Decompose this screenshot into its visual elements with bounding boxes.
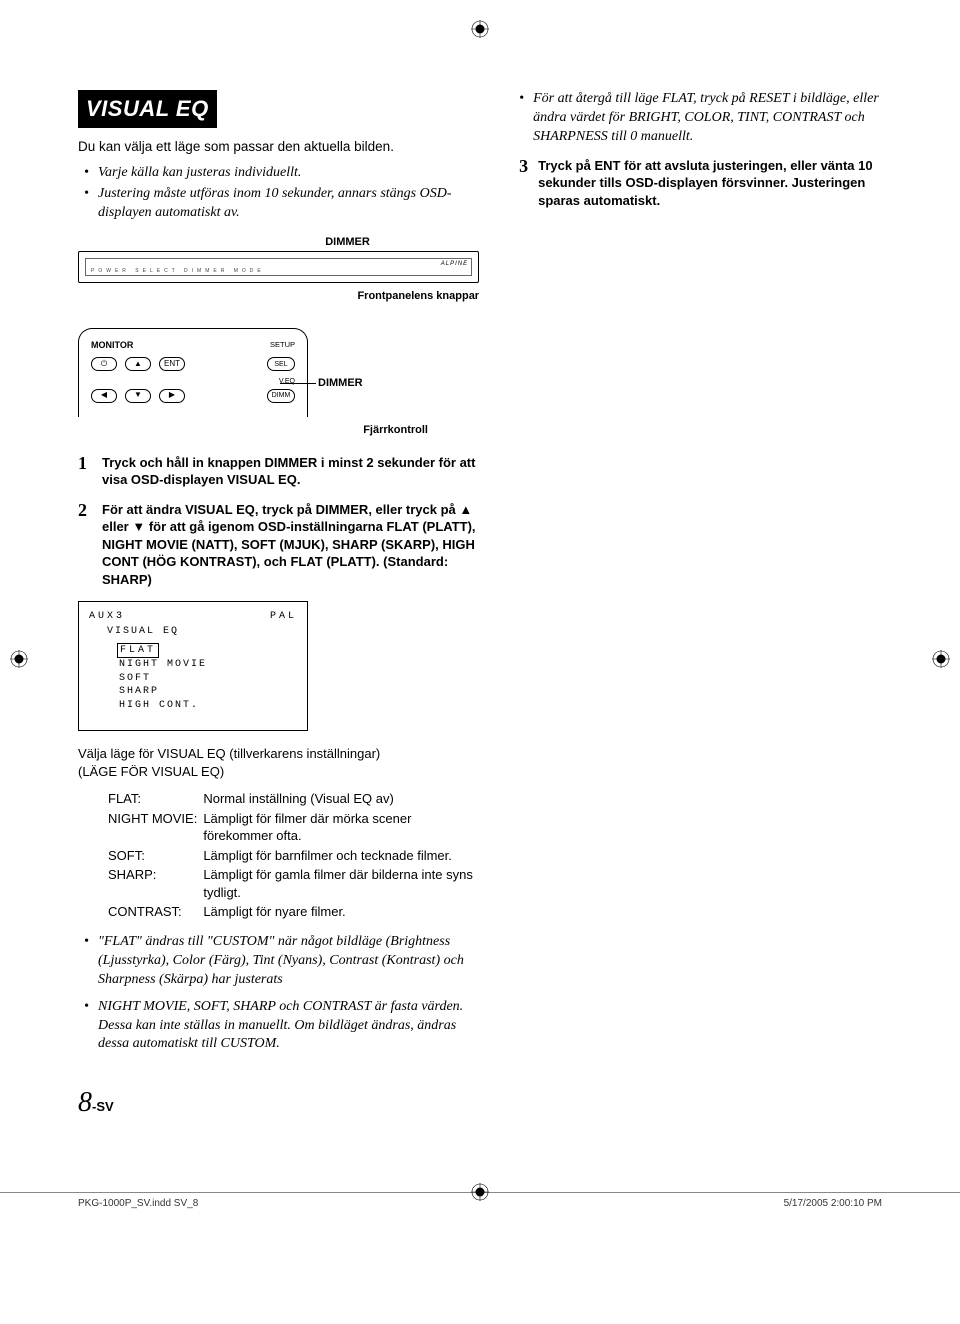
caption-line1: Välja läge för VISUAL EQ (tillverkarens … [78, 745, 479, 763]
callout-line [280, 383, 316, 384]
veq-label: V.EQ [279, 377, 295, 386]
step-text: Tryck och håll in knappen DIMMER i minst… [102, 454, 479, 489]
step-item: 3 Tryck på ENT för att avsluta justering… [519, 157, 882, 210]
note-item: "FLAT" ändras till "CUSTOM" när något bi… [98, 933, 479, 990]
table-row: FLAT:Normal inställning (Visual EQ av) [108, 790, 479, 810]
osd-aux: AUX3 [89, 610, 125, 624]
frontpanel-caption: Frontpanelens knappar [78, 289, 479, 304]
section-title: VISUAL EQ [78, 90, 217, 128]
remote-caption: Fjärrkontroll [78, 423, 428, 438]
step-text: För att ändra VISUAL EQ, tryck på DIMMER… [102, 501, 479, 589]
footer-filename: PKG-1000P_SV.indd SV_8 [78, 1197, 198, 1211]
step-item: 1 Tryck och håll in knappen DIMMER i min… [78, 454, 479, 489]
dimmer-label: DIMMER [216, 235, 479, 250]
dimm-button: DIMM [267, 389, 295, 403]
left-button: ◀ [91, 389, 117, 403]
osd-option: NIGHT MOVIE [119, 658, 297, 672]
modes-table: FLAT:Normal inställning (Visual EQ av) N… [108, 790, 479, 923]
right-button: ▶ [159, 389, 185, 403]
intro-text: Du kan välja ett läge som passar den akt… [78, 138, 479, 156]
remote-diagram: MONITOR SETUP ⏻ ▲ ENT SEL V.EQ ◀ ▼ [78, 328, 308, 417]
caption-line2: (LÄGE FÖR VISUAL EQ) [78, 763, 479, 781]
osd-display: AUX3 PAL VISUAL EQ FLAT NIGHT MOVIE SOFT… [78, 601, 308, 732]
down-button: ▼ [125, 389, 151, 403]
osd-selected: FLAT [117, 643, 159, 659]
crop-mark-icon [471, 1183, 489, 1201]
bullet-item: Varje källa kan justeras individuellt. [98, 164, 479, 183]
right-bullet: För att återgå till läge FLAT, tryck på … [519, 90, 882, 147]
osd-pal: PAL [270, 610, 297, 624]
up-button: ▲ [125, 357, 151, 371]
note-item: NIGHT MOVIE, SOFT, SHARP och CONTRAST är… [98, 998, 479, 1055]
panel-buttons-text: POWER SELECT DIMMER MODE [91, 268, 265, 275]
remote-dimmer-callout: DIMMER [318, 376, 363, 391]
osd-option: HIGH CONT. [119, 699, 297, 713]
table-row: CONTRAST:Lämpligt för nyare filmer. [108, 903, 479, 923]
ent-button: ENT [159, 357, 185, 371]
remote-monitor-label: MONITOR [91, 339, 133, 351]
table-row: NIGHT MOVIE:Lämpligt för filmer där mörk… [108, 810, 479, 847]
step-item: 2 För att ändra VISUAL EQ, tryck på DIMM… [78, 501, 479, 589]
table-row: SOFT:Lämpligt för barnfilmer och tecknad… [108, 847, 479, 867]
page-number: 8-SV [78, 1084, 479, 1122]
bullet-item: Justering måste utföras inom 10 sekunder… [98, 185, 479, 223]
osd-option: SOFT [119, 672, 297, 686]
power-button: ⏻ [91, 357, 117, 371]
front-panel-diagram: POWER SELECT DIMMER MODE ALPINE [78, 251, 479, 283]
step-number: 3 [519, 157, 528, 210]
brand-logo: ALPINE [441, 260, 468, 268]
step-number: 2 [78, 501, 92, 589]
osd-title: VISUAL EQ [107, 625, 297, 639]
footer-timestamp: 5/17/2005 2:00:10 PM [784, 1197, 882, 1211]
osd-option: SHARP [119, 685, 297, 699]
step-text: Tryck på ENT för att avsluta justeringen… [538, 157, 882, 210]
remote-setup-label: SETUP [270, 340, 295, 350]
step-number: 1 [78, 454, 92, 489]
sel-button: SEL [267, 357, 295, 371]
table-row: SHARP:Lämpligt för gamla filmer där bild… [108, 866, 479, 903]
